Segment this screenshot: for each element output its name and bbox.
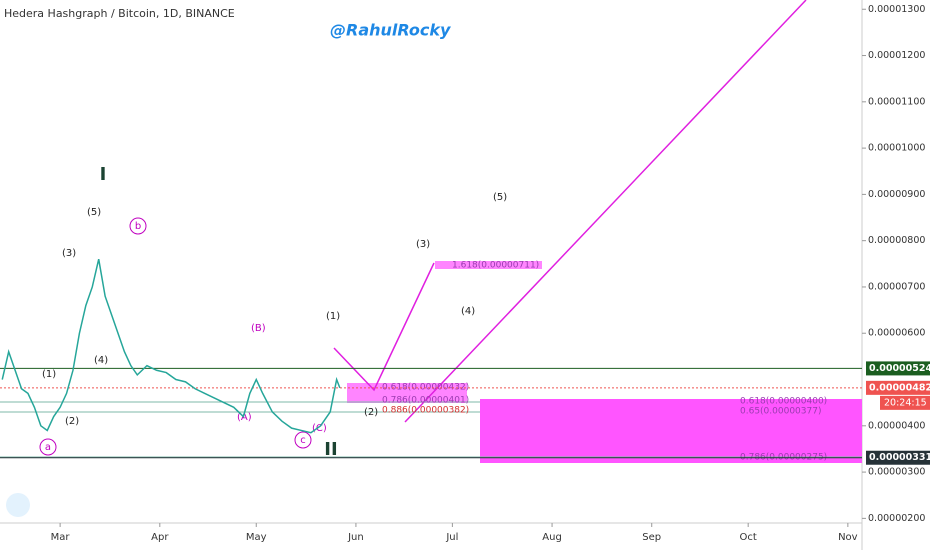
y-tick-label: 0.00001000 (868, 143, 925, 154)
price-tag-label: 0.00000482 (869, 382, 932, 393)
y-tick-label: 0.00000600 (868, 328, 925, 339)
x-tick-label: Mar (51, 532, 71, 543)
y-tick-label: 0.00001100 (868, 96, 925, 107)
fib-label: 0.886(0.00000382) (382, 406, 469, 416)
wave-label: (2) (65, 416, 79, 427)
fib-zone (435, 261, 542, 269)
wave-label: (3) (62, 248, 76, 259)
wave-circle (39, 438, 57, 456)
wave-label: (1) (42, 369, 56, 380)
wave-label: (5) (87, 207, 101, 218)
author: @RahulRocky (330, 21, 451, 40)
y-tick-label: 0.00000400 (868, 420, 925, 431)
y-tick-label: 0.00000200 (868, 513, 925, 524)
price-line (1, 259, 341, 434)
trend-line (404, 0, 807, 423)
countdown: 20:24:15 (884, 397, 927, 408)
y-tick-label: 0.00000300 (868, 467, 925, 478)
wave-label: (B) (251, 323, 266, 334)
price-tag (866, 380, 930, 395)
wave-circle (294, 431, 312, 449)
price-tag-label: 0.00000331 (869, 452, 932, 463)
fib-label: 0.786(0.00000401) (382, 396, 469, 406)
y-tick-label: 0.00000800 (868, 235, 925, 246)
wave-label: (1) (326, 311, 340, 322)
fib-label: 0.65(0.00000377) (740, 407, 821, 417)
wave-label: (3) (416, 239, 430, 250)
projection-arrow (333, 262, 435, 392)
chart-title: Hedera Hashgraph / Bitcoin, 1D, BINANCE (4, 7, 235, 20)
wave-label: (C) (312, 423, 327, 434)
x-tick-label: Nov (838, 532, 858, 543)
fib-label: 1.618(0.00000711) (452, 261, 539, 271)
wave-label: (4) (94, 355, 108, 366)
y-tick-label: 0.00001300 (868, 4, 925, 15)
wave-label: (5) (493, 192, 507, 203)
wave-label: c (300, 435, 306, 446)
x-tick-label: Sep (642, 532, 661, 543)
wave-circle (129, 217, 147, 235)
price-tag (866, 361, 930, 376)
wave-label: II (324, 439, 337, 460)
y-tick-label: 0.00000700 (868, 281, 925, 292)
wave-label: a (45, 442, 51, 453)
logo[interactable] (6, 493, 30, 517)
x-tick-label: Oct (740, 532, 757, 543)
price-tag-label: 0.00000524 (869, 363, 932, 374)
x-tick-label: Aug (542, 532, 562, 543)
fib-label: 0.618(0.00000400) (740, 397, 827, 407)
target-zone (480, 399, 862, 463)
price-tag (866, 450, 930, 465)
wave-label: (4) (461, 306, 475, 317)
x-tick-label: Apr (151, 532, 169, 543)
wave-label: I (100, 164, 107, 185)
y-tick-label: 0.00001200 (868, 50, 925, 61)
y-tick-label: 0.00000900 (868, 189, 925, 200)
countdown-tag (880, 395, 930, 410)
x-tick-label: May (246, 532, 267, 543)
wave-label: b (135, 221, 141, 232)
wave-label: (2) (364, 407, 378, 418)
x-tick-label: Jun (347, 532, 364, 543)
wave-label: (A) (237, 412, 252, 423)
x-tick-label: Jul (445, 532, 458, 543)
